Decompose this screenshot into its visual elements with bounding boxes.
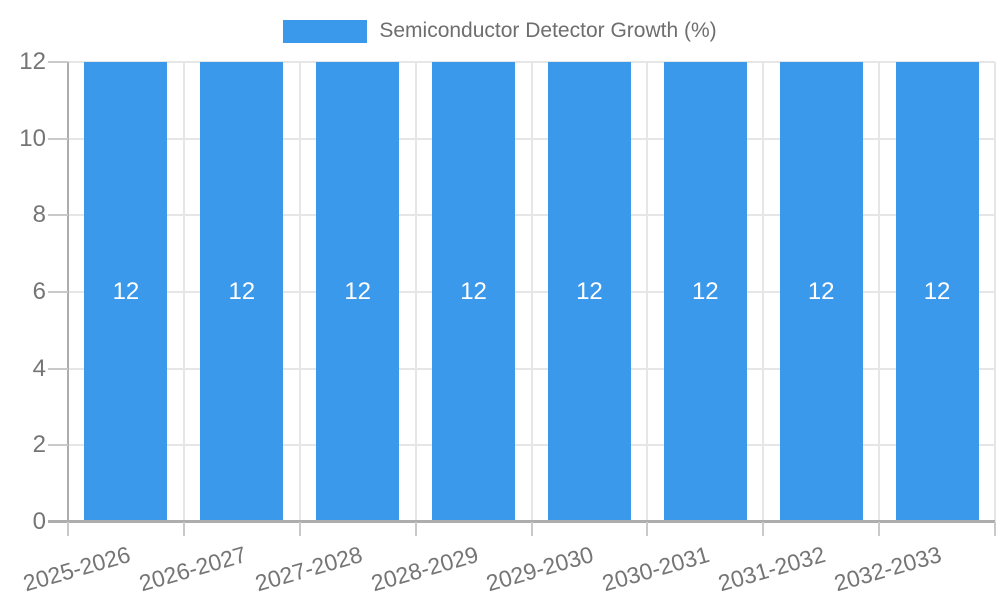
x-axis-tick [762, 522, 765, 536]
x-axis-tick-label: 2028-2029 [367, 541, 481, 597]
x-axis-tick [67, 522, 69, 536]
gridline-vertical [414, 62, 417, 522]
y-axis-tick [48, 214, 68, 217]
y-axis-tick [48, 61, 68, 63]
legend-label: Semiconductor Detector Growth (%) [379, 19, 717, 42]
x-axis-tick [994, 522, 996, 536]
x-axis-tick-label: 2026-2027 [136, 541, 249, 597]
gridline-vertical [182, 62, 185, 522]
y-axis-tick-label: 12 [19, 48, 46, 75]
y-axis-tick-label: 0 [32, 508, 46, 535]
x-axis-tick [182, 522, 185, 536]
x-axis-tick-label: 2031-2032 [715, 541, 829, 597]
y-axis-tick [48, 444, 68, 447]
gridline-vertical [646, 62, 649, 522]
y-axis-tick-label: 10 [19, 124, 46, 152]
gridline-vertical [530, 62, 533, 522]
bar-2026-2027[interactable]: 12 [200, 62, 284, 522]
chart-legend: Semiconductor Detector Growth (%) [0, 19, 1000, 43]
gridline-vertical [762, 62, 765, 522]
y-axis-tick-label: 6 [32, 278, 46, 305]
bar-2030-2031[interactable]: 12 [663, 62, 747, 522]
plot-area: 12 12 12 12 12 12 12 12 [48, 61, 996, 523]
x-axis-tick-label: 2029-2030 [483, 541, 597, 597]
bar-2028-2029[interactable]: 12 [432, 62, 516, 522]
bar-value-label: 12 [576, 278, 603, 305]
legend-swatch-icon [283, 19, 368, 43]
gridline-vertical [994, 62, 996, 522]
x-axis-tick [414, 522, 417, 536]
bar-value-label: 12 [344, 278, 372, 305]
bar-2027-2028[interactable]: 12 [316, 62, 400, 522]
bar-value-label: 12 [112, 278, 140, 305]
x-axis-tick [530, 522, 533, 536]
y-axis-tick-label: 2 [32, 431, 46, 459]
bar-value-label: 12 [807, 278, 835, 305]
bar-value-label: 12 [228, 278, 256, 305]
y-axis-tick [48, 291, 68, 293]
bar-value-label: 12 [691, 278, 719, 305]
x-axis-tick [298, 522, 301, 536]
y-axis-labels: 0 2 4 6 8 10 12 [0, 0, 46, 600]
x-axis-tick-label: 2030-2031 [599, 541, 713, 597]
bar-2029-2030[interactable]: 12 [547, 62, 631, 522]
y-axis-tick-label: 4 [32, 354, 46, 382]
x-axis-tick-label: 2027-2028 [251, 541, 365, 597]
x-axis-tick [646, 522, 649, 536]
legend-item[interactable]: Semiconductor Detector Growth (%) [283, 19, 717, 43]
x-axis-tick-label: 2032-2033 [831, 541, 945, 597]
y-axis-line [67, 62, 69, 522]
bar-value-label: 12 [923, 278, 951, 305]
bar-2031-2032[interactable]: 12 [779, 62, 863, 522]
y-axis-tick [48, 367, 68, 370]
bar-value-label: 12 [460, 278, 487, 305]
x-axis-tick [878, 522, 881, 536]
y-axis-tick-label: 8 [32, 201, 46, 229]
y-axis-tick [48, 137, 68, 140]
gridline-vertical [298, 62, 301, 522]
bar-2025-2026[interactable]: 12 [84, 62, 168, 522]
bar-2032-2033[interactable]: 12 [895, 62, 979, 522]
x-axis-baseline [48, 520, 995, 523]
gridline-vertical [878, 62, 881, 522]
